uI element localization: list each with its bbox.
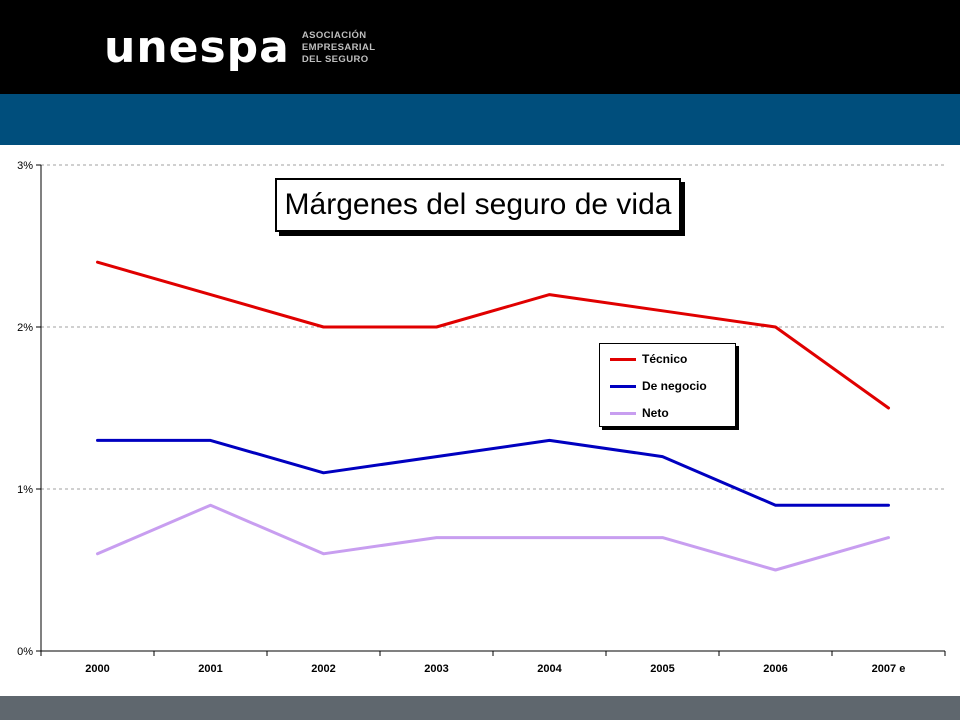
logo-subtitle-line: DEL SEGURO [301, 54, 369, 65]
x-tick-label: 2000 [85, 663, 109, 675]
x-tick-label: 2003 [424, 663, 448, 675]
logo-subtitle: ASOCIACIÓN EMPRESARIAL DEL SEGURO [302, 30, 376, 66]
legend-item-tecnico: Técnico [610, 351, 687, 367]
y-tick-label: 1% [17, 484, 33, 496]
unespa-logo: unespa ASOCIACIÓN EMPRESARIAL DEL SEGURO [104, 26, 375, 70]
x-tick-label: 2001 [198, 663, 222, 675]
x-tick-label: 2004 [537, 663, 562, 675]
x-tick-label: 2002 [311, 663, 335, 675]
logo-subtitle-line: EMPRESARIAL [301, 42, 376, 53]
legend-label: De negocio [642, 379, 707, 393]
footer-bar [0, 696, 960, 720]
legend-swatch [610, 357, 636, 361]
series-line-0 [96, 260, 890, 410]
y-tick-label: 3% [17, 160, 33, 172]
x-tick-label: 2005 [650, 663, 674, 675]
legend-item-neto: Neto [610, 405, 669, 421]
legend-swatch [610, 411, 636, 415]
blue-band [0, 94, 960, 145]
y-tick-label: 2% [17, 322, 33, 334]
x-tick-label: 2007 e [872, 663, 906, 675]
line-chart: 0% 1% 2% 3% 2000 2001 2002 2003 2004 2005 2006 2007… [17, 160, 946, 675]
legend-label: Técnico [642, 352, 688, 366]
chart-title-box: Márgenes del seguro de vida [275, 178, 681, 232]
legend-item-de-negocio: De negocio [610, 378, 707, 394]
series-line-2 [96, 503, 890, 572]
chart-title: Márgenes del seguro de vida [284, 188, 672, 221]
y-tick-label: 0% [17, 646, 33, 658]
header-bar: unespa ASOCIACIÓN EMPRESARIAL DEL SEGURO [0, 0, 960, 94]
series-line-1 [96, 438, 890, 507]
logo-subtitle-line: ASOCIACIÓN [301, 30, 367, 41]
legend-label: Neto [642, 406, 669, 420]
x-tick-label: 2006 [763, 663, 787, 675]
logo-wordmark: unespa [104, 22, 290, 73]
chart-legend: Técnico De negocio Neto [599, 343, 736, 427]
legend-swatch [610, 384, 636, 388]
